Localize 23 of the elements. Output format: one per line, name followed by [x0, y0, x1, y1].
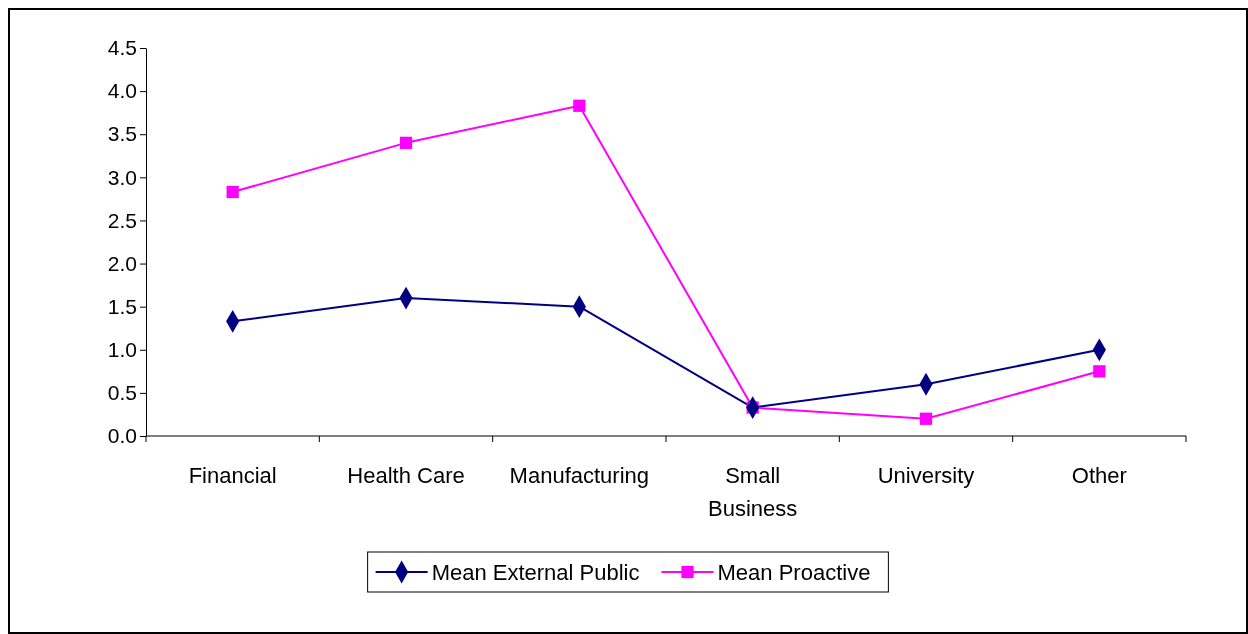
y-tick-label: 1.5: [107, 294, 137, 318]
y-tick-label: 3.0: [107, 165, 137, 189]
legend-label: Mean External Public: [431, 560, 640, 585]
legend-label: Mean Proactive: [717, 560, 871, 585]
point: [573, 99, 586, 112]
y-tick-label: 2.5: [107, 208, 137, 232]
y-tick-label: 4.0: [107, 79, 137, 103]
point: [226, 185, 239, 199]
x-tick-label: Health Care: [347, 463, 465, 488]
x-tick-label: Small Business: [708, 463, 798, 521]
y-tick-label: 2.0: [107, 251, 137, 275]
y-tick-label: 4.5: [107, 36, 137, 60]
x-tick-label: University: [877, 463, 975, 488]
x-tick-label: Other: [1071, 463, 1127, 488]
y-tick-label: 3.5: [107, 122, 137, 146]
point: [919, 412, 933, 425]
y-tick-label: 1.0: [107, 338, 137, 361]
x-tick-label: Financial: [188, 463, 277, 488]
point: [399, 136, 413, 149]
y-tick-label: 0.5: [107, 381, 137, 405]
x-tick-label: Manufacturing: [509, 463, 650, 488]
y-tick-label: 0.0: [107, 424, 137, 448]
point: [1093, 365, 1106, 378]
